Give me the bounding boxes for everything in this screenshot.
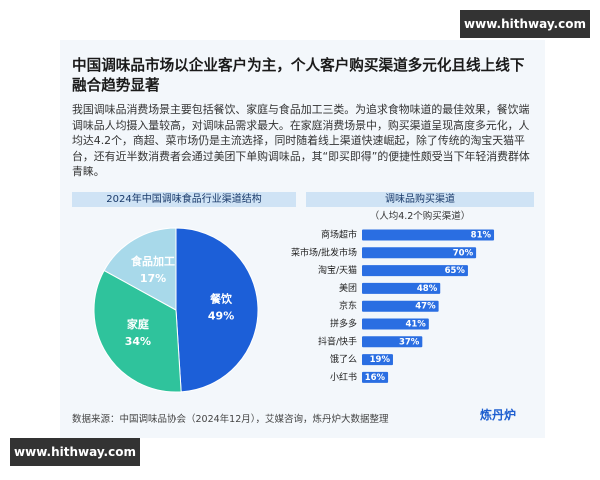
watermark: www.hithway.com xyxy=(460,10,590,38)
category-label: 京东 xyxy=(339,300,357,312)
value-label: 70% xyxy=(453,248,474,258)
source: 数据来源：中国调味品协会（2024年12月），艾媒咨询，炼丹炉大数据整理 xyxy=(72,414,389,425)
title: 中国调味品市场以企业客户为主，个人客户购买渠道多元化且线上线下融合趋势显著 xyxy=(72,57,525,94)
value-label: 81% xyxy=(471,231,492,241)
category-label: 饿了么 xyxy=(330,353,357,365)
bar xyxy=(362,229,495,241)
pie-slice xyxy=(175,227,259,393)
bar xyxy=(362,354,393,366)
slice-label: 餐饮 xyxy=(209,292,233,306)
value-label: 47% xyxy=(415,302,436,312)
category-label: 拼多多 xyxy=(330,318,357,330)
bar xyxy=(362,371,389,383)
bar xyxy=(362,318,429,330)
pie-slice xyxy=(103,227,177,311)
value-label: 16% xyxy=(365,373,386,383)
value-label: 41% xyxy=(405,320,426,330)
value-label: 65% xyxy=(445,266,466,276)
category-label: 商场超市 xyxy=(321,229,357,241)
slice-value: 17% xyxy=(140,272,166,285)
slice-value: 49% xyxy=(208,310,234,323)
description: 我国调味品消费场景主要包括餐饮、家庭与食品加工三类。为追求食物味道的最佳效果，餐… xyxy=(72,103,530,179)
value-label: 37% xyxy=(399,337,420,347)
category-label: 淘宝/天猫 xyxy=(318,264,357,276)
bar xyxy=(362,247,477,259)
category-label: 抖音/快手 xyxy=(318,335,357,347)
slice-value: 34% xyxy=(125,335,151,348)
pie-title: 2024年中国调味食品行业渠道结构 xyxy=(72,192,296,207)
watermark: www.hithway.com xyxy=(10,438,140,466)
bar-title: 调味品购买渠道 xyxy=(306,192,534,207)
slice-label: 食品加工 xyxy=(131,254,175,268)
bar-subtitle: （人均4.2个购买渠道） xyxy=(369,211,471,222)
logo: 炼丹炉 xyxy=(480,408,517,422)
bar xyxy=(362,265,468,277)
category-label: 美团 xyxy=(339,282,357,294)
category-label: 小红书 xyxy=(330,371,357,383)
bar xyxy=(362,336,423,348)
category-label: 菜市场/批发市场 xyxy=(291,246,357,258)
bar xyxy=(362,282,441,294)
bar xyxy=(362,300,439,312)
slice-label: 家庭 xyxy=(127,317,149,331)
value-label: 19% xyxy=(370,355,391,365)
value-label: 48% xyxy=(417,284,438,294)
